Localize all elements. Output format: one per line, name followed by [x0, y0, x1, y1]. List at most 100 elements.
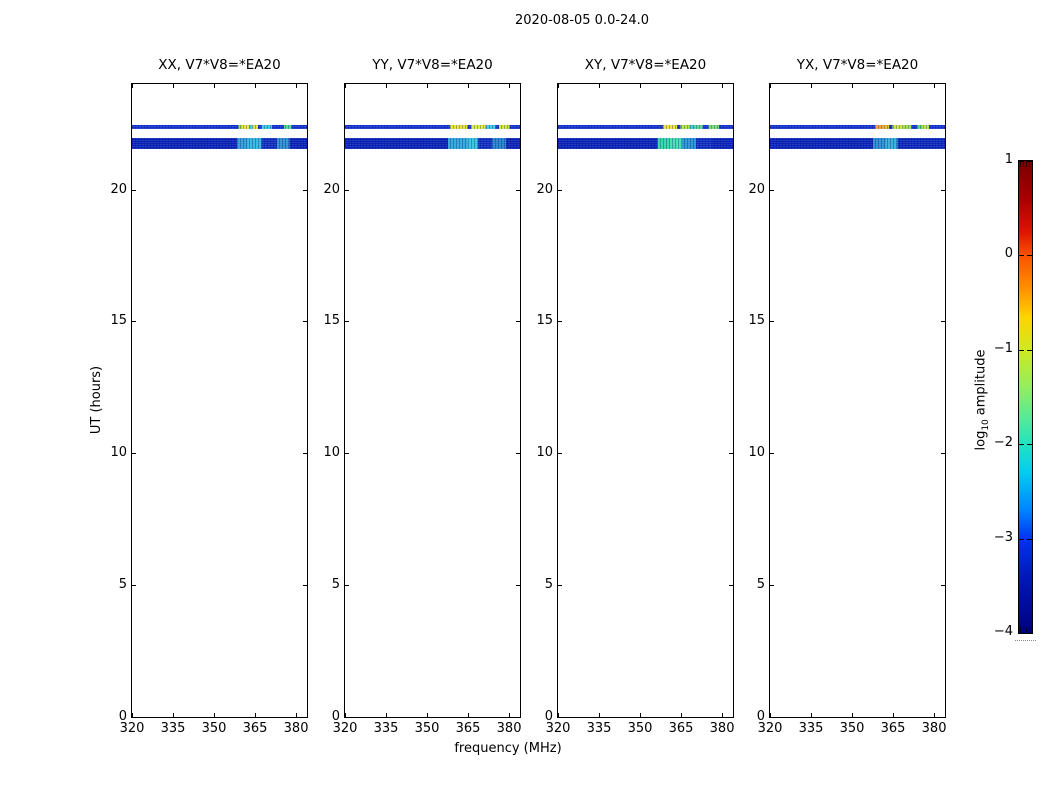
y-tick-label: 20 [110, 181, 127, 197]
x-tick-mark-top [770, 84, 771, 88]
x-tick-label: 365 [455, 721, 481, 736]
x-tick-mark [599, 713, 600, 717]
y-tick-label: 15 [748, 313, 765, 329]
x-tick-mark-top [214, 84, 215, 88]
y-tick-mark [345, 717, 349, 718]
y-axis-label: UT (hours) [88, 365, 104, 435]
x-tick-label: 335 [373, 721, 399, 736]
stripe-yy-upper [345, 124, 520, 129]
x-tick-label: 380 [496, 721, 522, 736]
y-tick-mark-right [941, 453, 945, 455]
y-tick-mark-right [729, 321, 733, 323]
y-tick-mark [770, 453, 774, 455]
x-tick-label: 335 [586, 721, 612, 736]
y-tick-label: 5 [544, 576, 553, 592]
y-tick-mark-right [516, 453, 520, 455]
x-tick-mark [722, 713, 724, 717]
colorbar-tick-label: −1 [993, 340, 1013, 356]
x-tick-mark [255, 713, 256, 717]
y-tick-mark [345, 189, 349, 191]
x-tick-label: 335 [798, 721, 824, 736]
y-tick-mark [132, 321, 136, 323]
y-tick-mark-right [303, 189, 307, 191]
x-tick-label: 380 [709, 721, 735, 736]
x-tick-label: 365 [880, 721, 906, 736]
x-tick-label: 320 [545, 721, 571, 736]
y-tick-label: 20 [536, 181, 553, 197]
x-tick-label: 350 [839, 721, 865, 736]
x-tick-label: 320 [332, 721, 358, 736]
x-tick-mark-top [722, 84, 724, 88]
y-tick-mark [558, 585, 562, 587]
y-tick-mark [770, 585, 774, 587]
y-tick-mark-right [303, 453, 307, 455]
x-tick-mark-top [558, 84, 559, 88]
x-tick-label: 320 [757, 721, 783, 736]
stripe-yx-upper [770, 124, 945, 129]
colorbar-tick-mark [1019, 444, 1024, 446]
panel-title-yx: YX, V7*V8=*EA20 [796, 57, 919, 73]
y-tick-mark-right [941, 189, 945, 191]
y-tick-mark [345, 585, 349, 587]
x-tick-label: 350 [201, 721, 227, 736]
y-tick-mark-right [729, 585, 733, 587]
y-tick-mark [558, 321, 562, 323]
colorbar-tick-mark-right [1027, 161, 1032, 162]
x-tick-mark [640, 713, 641, 717]
y-tick-label: 20 [323, 181, 340, 197]
panel-yy [344, 83, 521, 718]
stripe-yx-lower [770, 138, 945, 149]
colorbar-tick-mark-right [1027, 255, 1032, 257]
stripe-xx-upper [132, 124, 307, 129]
x-tick-mark-top [811, 84, 812, 88]
x-tick-label: 380 [921, 721, 947, 736]
y-tick-label: 10 [323, 445, 340, 461]
x-tick-label: 365 [668, 721, 694, 736]
x-tick-label: 320 [119, 721, 145, 736]
colorbar-tick-mark-right [1027, 444, 1032, 446]
y-tick-mark-right [941, 717, 945, 718]
colorbar-tick-mark-right [1027, 349, 1032, 351]
y-tick-mark-right [729, 189, 733, 191]
stripe-xx-lower [132, 138, 307, 149]
x-tick-mark [770, 713, 771, 717]
y-tick-mark-right [516, 585, 520, 587]
x-tick-label: 335 [160, 721, 186, 736]
y-tick-mark [770, 321, 774, 323]
y-tick-mark [345, 453, 349, 455]
y-tick-mark-right [516, 321, 520, 323]
x-tick-mark [427, 713, 428, 717]
colorbar-top-hatch-marks [1020, 161, 1031, 167]
x-tick-mark-top [386, 84, 387, 88]
panel-xx [131, 83, 308, 718]
y-tick-label: 0 [331, 708, 340, 724]
colorbar-under-dots [1015, 640, 1036, 641]
colorbar-tick-label: −3 [993, 529, 1013, 545]
colorbar-tick-mark-right [1027, 633, 1032, 634]
y-tick-label: 5 [331, 576, 340, 592]
y-tick-label: 5 [756, 576, 765, 592]
colorbar-gradient [1018, 160, 1033, 634]
y-tick-mark [132, 453, 136, 455]
stripe-yy-lower [345, 138, 520, 149]
x-tick-mark-top [427, 84, 428, 88]
colorbar-tick-mark [1019, 349, 1024, 351]
y-tick-label: 10 [536, 445, 553, 461]
colorbar-bottom-hatch-marks [1020, 627, 1031, 633]
y-tick-mark [558, 189, 562, 191]
stripe-xy-upper [558, 124, 733, 129]
x-tick-mark [214, 713, 215, 717]
y-tick-mark-right [941, 585, 945, 587]
x-tick-mark [468, 713, 469, 717]
y-tick-mark [770, 717, 774, 718]
colorbar-tick-mark [1019, 633, 1024, 634]
y-tick-label: 0 [544, 708, 553, 724]
x-tick-mark [296, 713, 298, 717]
x-tick-mark-top [599, 84, 600, 88]
x-tick-mark [173, 713, 174, 717]
x-tick-mark [345, 713, 346, 717]
x-tick-mark-top [345, 84, 346, 88]
x-tick-mark [558, 713, 559, 717]
y-tick-label: 0 [756, 708, 765, 724]
x-tick-mark-top [681, 84, 682, 88]
